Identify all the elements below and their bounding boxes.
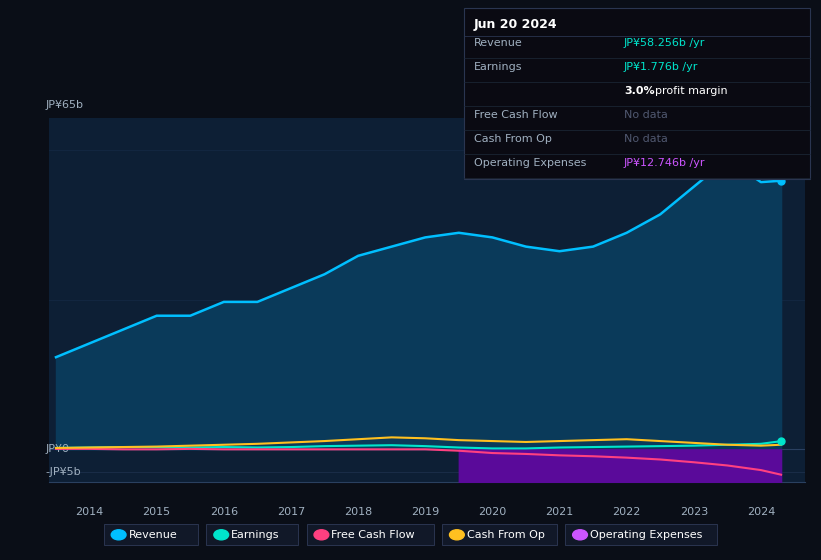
Text: Revenue: Revenue	[474, 38, 522, 48]
Text: 2015: 2015	[143, 507, 171, 517]
Text: Free Cash Flow: Free Cash Flow	[474, 110, 557, 120]
Text: 2018: 2018	[344, 507, 372, 517]
Text: profit margin: profit margin	[655, 86, 727, 96]
Text: -JP¥5b: -JP¥5b	[45, 468, 81, 477]
Text: 2019: 2019	[411, 507, 439, 517]
Text: Cash From Op: Cash From Op	[474, 134, 552, 144]
Text: JP¥1.776b /yr: JP¥1.776b /yr	[624, 62, 699, 72]
Text: JP¥58.256b /yr: JP¥58.256b /yr	[624, 38, 705, 48]
Text: 2016: 2016	[209, 507, 238, 517]
Text: Jun 20 2024: Jun 20 2024	[474, 18, 557, 31]
Text: Earnings: Earnings	[232, 530, 280, 540]
Text: Cash From Op: Cash From Op	[466, 530, 544, 540]
Text: JP¥0: JP¥0	[45, 444, 70, 454]
Text: Earnings: Earnings	[474, 62, 522, 72]
Text: 2021: 2021	[545, 507, 574, 517]
Text: Revenue: Revenue	[128, 530, 177, 540]
Text: 2023: 2023	[680, 507, 708, 517]
Text: 2014: 2014	[76, 507, 103, 517]
Text: 2022: 2022	[612, 507, 641, 517]
Text: 2017: 2017	[277, 507, 305, 517]
Text: Operating Expenses: Operating Expenses	[474, 158, 586, 169]
Text: No data: No data	[624, 134, 667, 144]
Text: 2020: 2020	[479, 507, 507, 517]
Text: No data: No data	[624, 110, 667, 120]
Text: JP¥12.746b /yr: JP¥12.746b /yr	[624, 158, 705, 169]
Text: Operating Expenses: Operating Expenses	[590, 530, 702, 540]
Text: 2024: 2024	[747, 507, 775, 517]
Text: 3.0%: 3.0%	[624, 86, 654, 96]
Text: Free Cash Flow: Free Cash Flow	[331, 530, 415, 540]
Text: JP¥65b: JP¥65b	[45, 100, 84, 110]
